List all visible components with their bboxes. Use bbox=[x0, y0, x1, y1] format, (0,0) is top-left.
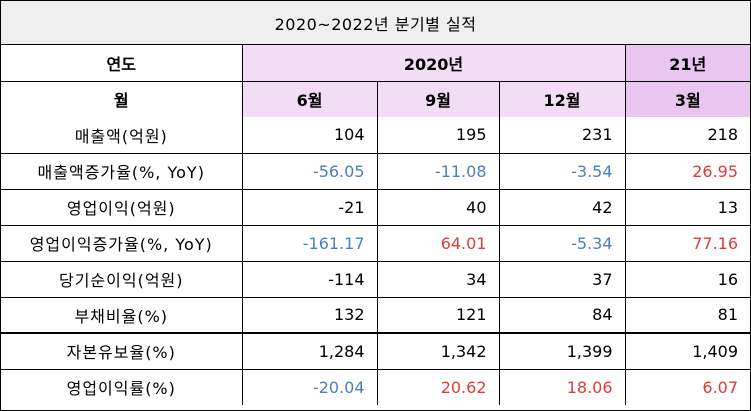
quarterly-results-table: 연도 2020년 21년 월 6월 9월 12월 3월 매출액(억원) 104 19… bbox=[1, 45, 751, 405]
table-row: 자본유보율(%) 1,284 1,342 1,399 1,409 bbox=[1, 332, 751, 370]
value-cell: 121 bbox=[376, 296, 500, 334]
value-cell: 6.07 bbox=[624, 368, 751, 405]
value-cell: 77.16 bbox=[624, 224, 751, 262]
value-cell: 104 bbox=[241, 117, 378, 154]
value-cell: 1,409 bbox=[624, 332, 751, 370]
value-cell: 37 bbox=[498, 260, 626, 298]
row-label: 부채비율(%) bbox=[1, 296, 243, 334]
table-row: 매출액(억원) 104 195 231 218 bbox=[1, 117, 751, 154]
value-cell: 40 bbox=[376, 188, 500, 226]
value-cell: 1,342 bbox=[376, 332, 500, 370]
month-header-row: 월 6월 9월 12월 3월 bbox=[1, 80, 751, 117]
value-cell: 132 bbox=[241, 296, 378, 334]
month-header: 6월 bbox=[241, 80, 378, 117]
value-cell: -161.17 bbox=[241, 224, 378, 262]
value-cell: 26.95 bbox=[624, 152, 751, 190]
month-header: 9월 bbox=[376, 80, 500, 117]
row-label: 자본유보율(%) bbox=[1, 332, 243, 370]
value-cell: 1,284 bbox=[241, 332, 378, 370]
row-label: 영업이익률(%) bbox=[1, 368, 243, 405]
table-row: 영업이익률(%) -20.04 20.62 18.06 6.07 bbox=[1, 368, 751, 405]
year-label: 연도 bbox=[1, 45, 243, 82]
value-cell: -11.08 bbox=[376, 152, 500, 190]
value-cell: 34 bbox=[376, 260, 500, 298]
row-label: 매출액증가율(%, YoY) bbox=[1, 152, 243, 190]
value-cell: -3.54 bbox=[498, 152, 626, 190]
value-cell: 1,399 bbox=[498, 332, 626, 370]
value-cell: 64.01 bbox=[376, 224, 500, 262]
value-cell: -5.34 bbox=[498, 224, 626, 262]
value-cell: 42 bbox=[498, 188, 626, 226]
table-row: 영업이익증가율(%, YoY) -161.17 64.01 -5.34 77.16 bbox=[1, 224, 751, 262]
month-label: 월 bbox=[1, 80, 243, 117]
month-header: 3월 bbox=[624, 80, 751, 117]
value-cell: 81 bbox=[624, 296, 751, 334]
year-header-row: 연도 2020년 21년 bbox=[1, 45, 751, 82]
value-cell: -20.04 bbox=[241, 368, 378, 405]
table-row: 영업이익(억원) -21 40 42 13 bbox=[1, 188, 751, 226]
value-cell: 13 bbox=[624, 188, 751, 226]
table-row: 매출액증가율(%, YoY) -56.05 -11.08 -3.54 26.95 bbox=[1, 152, 751, 190]
row-label: 당기순이익(억원) bbox=[1, 260, 243, 298]
table-row: 당기순이익(억원) -114 34 37 16 bbox=[1, 260, 751, 298]
value-cell: 231 bbox=[498, 117, 626, 154]
value-cell: 20.62 bbox=[376, 368, 500, 405]
row-label: 영업이익(억원) bbox=[1, 188, 243, 226]
table-title: 2020~2022년 분기별 실적 bbox=[1, 1, 750, 45]
value-cell: -56.05 bbox=[241, 152, 378, 190]
year-21-header: 21년 bbox=[624, 45, 751, 82]
table-row: 부채비율(%) 132 121 84 81 bbox=[1, 296, 751, 334]
row-label: 영업이익증가율(%, YoY) bbox=[1, 224, 243, 262]
month-header: 12월 bbox=[498, 80, 626, 117]
value-cell: 18.06 bbox=[498, 368, 626, 405]
value-cell: 16 bbox=[624, 260, 751, 298]
row-label: 매출액(억원) bbox=[1, 117, 243, 154]
value-cell: -114 bbox=[241, 260, 378, 298]
value-cell: 84 bbox=[498, 296, 626, 334]
value-cell: -21 bbox=[241, 188, 378, 226]
value-cell: 195 bbox=[376, 117, 500, 154]
year-2020-header: 2020년 bbox=[241, 45, 626, 82]
value-cell: 218 bbox=[624, 117, 751, 154]
